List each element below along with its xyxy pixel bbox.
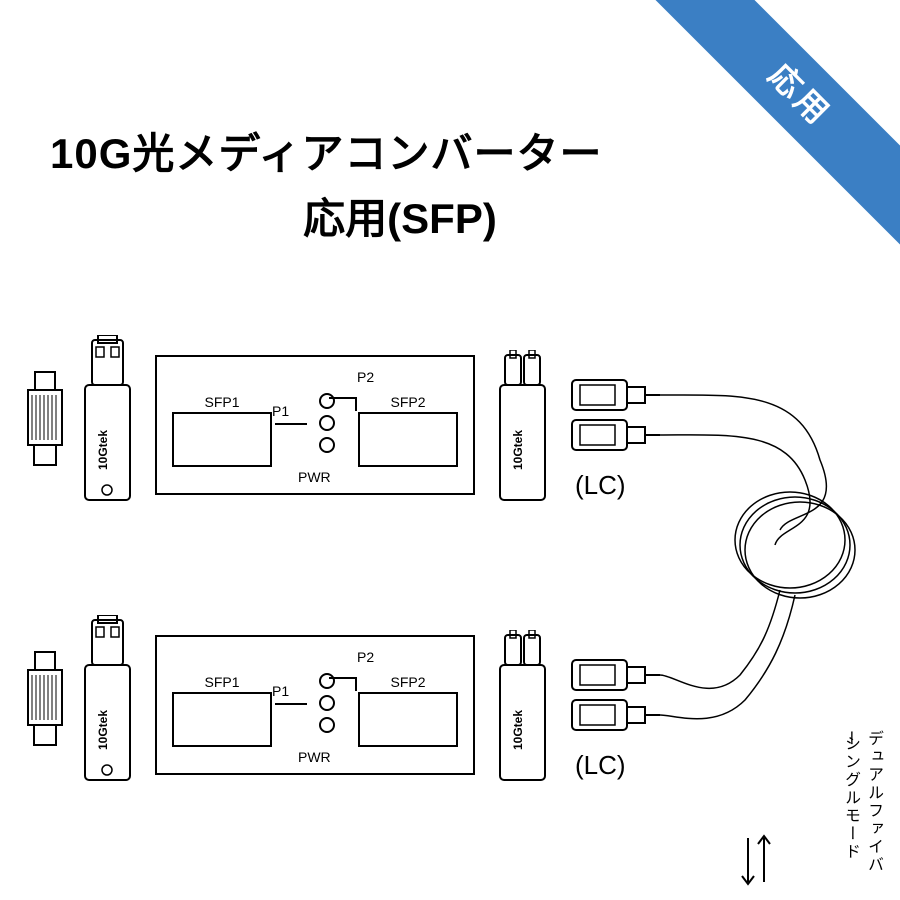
pwr-label: PWR <box>298 469 331 485</box>
svg-text:10Gtek: 10Gtek <box>96 710 110 750</box>
pwr-label: PWR <box>298 749 331 765</box>
led-pwr <box>319 437 335 453</box>
diagram-area: 10Gtek SFP1 SFP2 P1 P2 PWR <box>0 330 900 890</box>
p2-leader <box>329 397 357 399</box>
lc-label-2: (LC) <box>575 750 626 781</box>
sfp1-port: SFP1 <box>172 412 272 467</box>
media-converter: SFP1 SFP2 P1 P2 PWR <box>155 635 475 775</box>
p2-leader <box>329 677 357 679</box>
bidirectional-arrow-icon <box>736 830 776 890</box>
p1-leader <box>275 703 307 705</box>
sfp2-port: SFP2 <box>358 412 458 467</box>
sfp1-port: SFP1 <box>172 692 272 747</box>
sfp2-label: SFP2 <box>360 674 456 690</box>
svg-text:10Gtek: 10Gtek <box>96 430 110 470</box>
single-mode-label: シングルモード <box>838 735 862 861</box>
led-p1 <box>319 695 335 711</box>
sfp-optical-icon: 10Gtek <box>495 630 550 785</box>
svg-text:10Gtek: 10Gtek <box>511 430 525 470</box>
led-p1 <box>319 415 335 431</box>
p1-leader <box>275 423 307 425</box>
title-line1: 10G光メディアコンバーター <box>50 120 750 181</box>
media-converter: SFP1 SFP2 P1 P2 PWR <box>155 355 475 495</box>
rj45-plug-icon <box>20 650 70 750</box>
sfp1-label: SFP1 <box>174 674 270 690</box>
rj45-plug-icon <box>20 370 70 470</box>
title-line2: 応用(SFP) <box>50 185 750 246</box>
sfp2-port: SFP2 <box>358 692 458 747</box>
sfp2-label: SFP2 <box>360 394 456 410</box>
p2-label: P2 <box>357 649 374 665</box>
sfp-copper-icon: 10Gtek <box>80 615 135 785</box>
sfp-copper-icon: 10Gtek <box>80 335 135 505</box>
led-p2 <box>319 393 335 409</box>
lc-label-1: (LC) <box>575 470 626 501</box>
led-p2 <box>319 673 335 689</box>
sfp-optical-icon: 10Gtek <box>495 350 550 505</box>
svg-text:10Gtek: 10Gtek <box>511 710 525 750</box>
sfp1-label: SFP1 <box>174 394 270 410</box>
title-block: 10G光メディアコンバーター 応用(SFP) <box>50 120 750 246</box>
p1-label: P1 <box>272 403 289 419</box>
p2-label: P2 <box>357 369 374 385</box>
p1-label: P1 <box>272 683 289 699</box>
led-pwr <box>319 717 335 733</box>
